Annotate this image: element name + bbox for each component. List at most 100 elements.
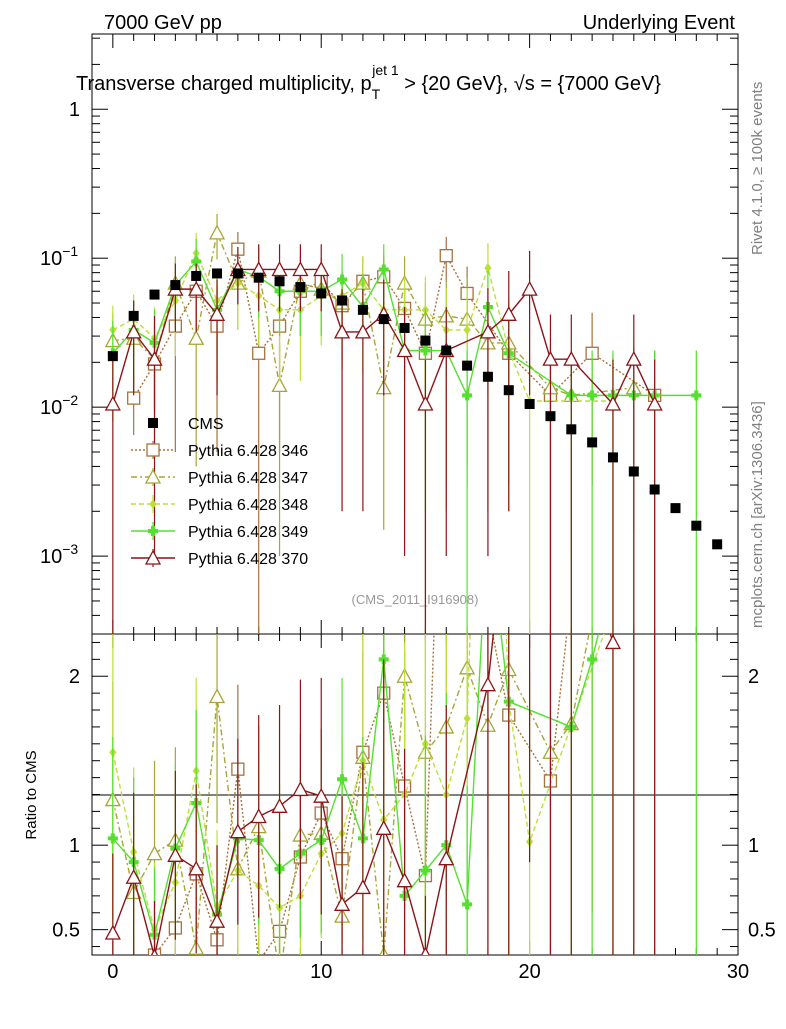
legend-entry: Pythia 6.428 370 (131, 549, 308, 568)
analysis-watermark: (CMS_2011_I916908) (352, 592, 479, 607)
data-point (125, 323, 142, 339)
data-point (587, 390, 598, 401)
data-point (191, 256, 202, 267)
legend-marker (149, 499, 157, 509)
data-point (146, 350, 163, 366)
data-point (691, 390, 702, 401)
data-point (646, 395, 663, 411)
x-tick-label: 0 (107, 961, 118, 983)
cms-data-point (170, 280, 181, 291)
cms-data-point (378, 314, 389, 325)
ratio-point (250, 808, 267, 824)
legend-marker (148, 526, 158, 536)
cms-data-point (253, 272, 264, 283)
cms-data-point (191, 270, 202, 281)
ratio-y-label: Ratio to CMS (23, 750, 40, 839)
ratio-point (208, 912, 226, 928)
cms-data-point (587, 437, 598, 448)
ratio-point (438, 850, 455, 866)
data-point (292, 261, 309, 277)
cms-data-point (503, 385, 514, 396)
cms-data-point (649, 484, 660, 495)
legend-marker (146, 443, 160, 457)
data-point (462, 390, 473, 401)
legend: CMS Pythia 6.428 346 Pythia 6.428 347 Pythi… (131, 416, 308, 568)
cms-data-point (441, 345, 452, 356)
ratio-point (479, 676, 497, 692)
data-point (313, 261, 330, 277)
data-point (521, 280, 538, 296)
data-point (396, 342, 413, 358)
ratio-point (396, 872, 413, 888)
cms-data-point (337, 295, 348, 306)
legend-marker (148, 418, 158, 428)
y-tick-label: 10−3 (40, 541, 78, 568)
ratio-point (208, 688, 226, 704)
cms-data-point (399, 322, 410, 333)
ratio-point (463, 713, 471, 724)
cms-data-point (232, 268, 243, 279)
data-point (604, 395, 622, 411)
ratio-y-tick-label-left: 1 (69, 835, 80, 857)
x-tick-label: 30 (727, 961, 749, 983)
data-point (188, 329, 205, 345)
cms-data-point (566, 424, 577, 435)
cms-data-point (107, 351, 118, 362)
cms-data-point (149, 289, 160, 300)
header-left: 7000 GeV pp (104, 12, 222, 34)
cms-data-point (420, 335, 431, 346)
title-sup: jet 1 (371, 62, 399, 78)
ratio-point (313, 787, 330, 803)
cms-data-point (295, 282, 306, 293)
ratio-point (354, 879, 371, 895)
series-line (112, 251, 613, 402)
ratio-y-tick-label-right: 2 (748, 666, 759, 688)
title-suffix: > {20 GeV}, √s = {7000 GeV} (399, 73, 662, 95)
data-point (208, 305, 226, 321)
cms-data-point (357, 304, 368, 315)
cms-data-point (670, 503, 681, 514)
series-line (112, 230, 634, 397)
ratio-point (375, 819, 392, 835)
cms-data-point (128, 310, 139, 321)
data-point (625, 350, 642, 366)
legend-marker (144, 549, 162, 565)
y-tick-base: 10 (40, 248, 62, 270)
ratio-point (188, 860, 205, 876)
data-point (354, 323, 371, 339)
data-point (417, 395, 434, 411)
data-point (542, 350, 559, 366)
ratio-point (167, 846, 184, 862)
ratio-point (104, 924, 121, 940)
cms-data-point (712, 539, 723, 550)
legend-label: Pythia 6.428 348 (188, 497, 308, 514)
x-tick-label: 20 (518, 961, 540, 983)
ratio-point (604, 634, 622, 650)
header-right: Underlying Event (583, 12, 736, 34)
legend-label: Pythia 6.428 347 (188, 470, 308, 487)
data-point (252, 346, 266, 360)
data-point (378, 264, 389, 275)
cms-data-point (316, 288, 327, 299)
ratio-point (271, 797, 288, 813)
ratio-point (420, 865, 431, 876)
y-tick-exponent: −2 (62, 392, 78, 408)
cms-data-point (524, 399, 535, 410)
series-pythia-6-428-370 (104, 244, 663, 634)
cms-data-point (607, 452, 618, 463)
y-tick-base: 10 (40, 546, 62, 568)
data-point (439, 249, 453, 263)
ratio-y-tick-label-left: 2 (69, 666, 80, 688)
data-point (420, 345, 431, 356)
ratio-y-tick-label-left: 0.5 (52, 920, 80, 942)
ratio-point (337, 774, 348, 785)
data-point (563, 350, 580, 366)
cms-data-point (545, 411, 556, 422)
legend-label: CMS (188, 416, 224, 433)
data-point (500, 305, 517, 321)
x-tick-label: 10 (310, 961, 332, 983)
ratio-point (462, 899, 473, 910)
